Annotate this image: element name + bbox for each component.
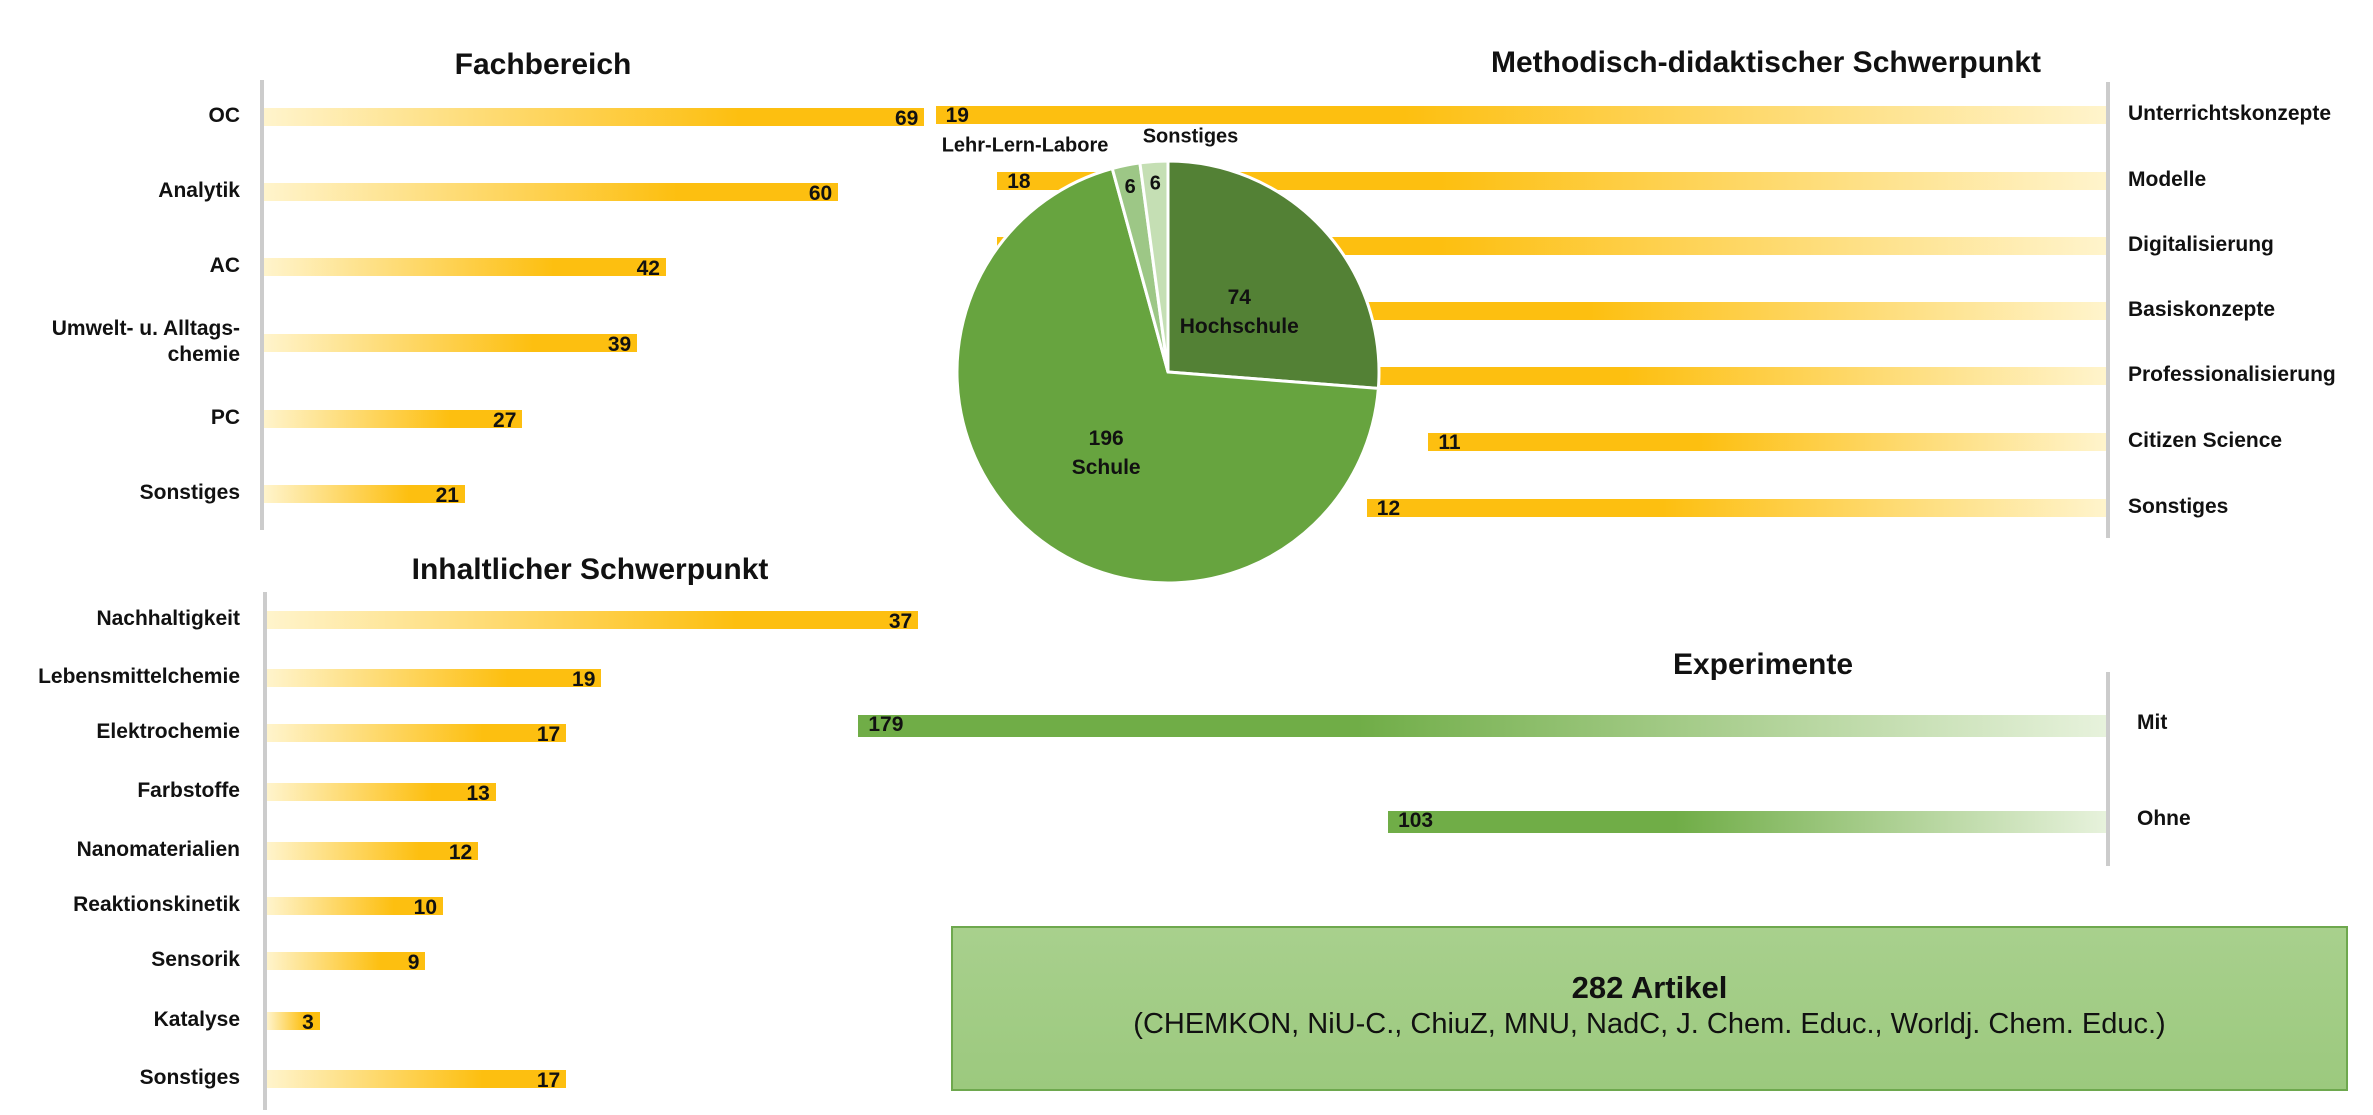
inhaltlicher-value-elektrochemie: 17	[536, 723, 561, 746]
fachbereich-value-pc: 27	[493, 409, 517, 432]
inhaltlicher-bar-lebensmittelchemie	[267, 669, 602, 687]
pie-label-lehr-lern-labore: Lehr-Lern-Labore	[942, 135, 1109, 157]
inhaltlicher-bar-elektrochemie	[267, 724, 567, 742]
pie-label-hochschule: Hochschule	[1180, 315, 1299, 338]
pie-label-sonstiges: Sonstiges	[1143, 126, 1239, 148]
inhaltlicher-bar-nanomaterialien	[267, 842, 479, 860]
experimente-value-ohne: 103	[1398, 809, 1434, 832]
methodisch-value-modelle: 18	[1007, 170, 1031, 193]
inhaltlicher-value-sonstiges: 17	[536, 1069, 561, 1092]
methodisch-label-modelle: Modelle	[2128, 168, 2207, 191]
fachbereich-label-oc: OC	[208, 104, 241, 127]
fachbereich-title: Fachbereich	[454, 48, 632, 81]
inhaltlicher-bar-farbstoffe	[267, 783, 496, 801]
inhaltlicher-bar-sensorik	[267, 952, 426, 970]
experimente-label-ohne: Ohne	[2137, 807, 2191, 830]
experimente-bar-mit	[858, 715, 2106, 737]
pie-slice-sonstiges	[1138, 159, 1170, 373]
inhaltlicher-bar-katalyse	[267, 1012, 320, 1030]
fachbereich-value-umwelt-u-alltags-chemie: 39	[607, 333, 632, 356]
inhaltlicher-value-lebensmittelchemie: 19	[572, 668, 596, 691]
inhaltlicher-bar-reaktionskinetik	[267, 897, 443, 915]
fachbereich-axis	[260, 80, 264, 530]
inhaltlicher-bar-nachhaltigkeit	[267, 611, 919, 629]
inhaltlicher-label-nanomaterialien: Nanomaterialien	[76, 838, 240, 861]
methodisch-value-unterrichtskonzepte: 19	[945, 104, 969, 127]
summary-box: 282 Artikel (CHEMKON, NiU-C., ChiuZ, MNU…	[951, 926, 2348, 1091]
inhaltlicher-label-reaktionskinetik: Reaktionskinetik	[73, 893, 240, 916]
fachbereich-value-sonstiges: 21	[435, 484, 459, 507]
fachbereich-value-ac: 42	[636, 257, 660, 280]
methodisch-label-sonstiges: Sonstiges	[2128, 495, 2229, 518]
experimente-axis	[2106, 672, 2110, 866]
methodisch-value-sonstiges: 12	[1376, 497, 1401, 520]
methodisch-label-basiskonzepte: Basiskonzepte	[2128, 298, 2276, 321]
inhaltlicher-label-sensorik: Sensorik	[151, 948, 240, 971]
methodisch-bar-professionalisierung	[1305, 367, 2106, 385]
inhaltlicher-label-katalyse: Katalyse	[153, 1008, 240, 1031]
fachbereich-value-analytik: 60	[808, 182, 833, 205]
methodisch-bar-citizen-science	[1428, 433, 2106, 451]
fachbereich-bar-analytik	[264, 183, 839, 201]
methodisch-label-unterrichtskonzepte: Unterrichtskonzepte	[2128, 102, 2332, 125]
methodisch-bar-modelle	[997, 172, 2106, 190]
fachbereich-bar-oc	[264, 108, 925, 126]
inhaltlicher-label-lebensmittelchemie: Lebensmittelchemie	[38, 665, 240, 688]
inhaltlicher-value-sensorik: 9	[407, 951, 420, 974]
experimente-bar-ohne	[1388, 811, 2106, 833]
journal-sources: (CHEMKON, NiU-C., ChiuZ, MNU, NadC, J. C…	[1133, 1008, 2166, 1040]
experimente-value-mit: 179	[868, 713, 904, 736]
pie-value-lehr-lern-labore: 6	[1125, 176, 1136, 198]
inhaltlicher-value-farbstoffe: 13	[466, 782, 490, 805]
fachbereich-label-umwelt-u-alltags-chemie: Umwelt- u. Alltags- chemie	[51, 317, 240, 366]
pie-value-sonstiges: 6	[1150, 173, 1161, 195]
experimente-title: Experimente	[1672, 648, 1854, 681]
methodisch-label-citizen-science: Citizen Science	[2128, 429, 2283, 452]
inhaltlicher-axis	[263, 592, 267, 1110]
pie-value-schule: 196	[1089, 427, 1124, 450]
methodisch-bar-unterrichtskonzepte	[935, 106, 2106, 124]
methodisch-label-professionalisierung: Professionalisierung	[2128, 363, 2336, 386]
pie-slice-hochschule	[1166, 159, 1381, 391]
fachbereich-label-sonstiges: Sonstiges	[139, 481, 240, 504]
pie-label-schule: Schule	[1072, 456, 1141, 479]
methodisch-label-digitalisierung: Digitalisierung	[2128, 233, 2274, 256]
fachbereich-bar-sonstiges	[264, 485, 465, 503]
fachbereich-bar-umwelt-u-alltags-chemie	[264, 334, 638, 352]
inhaltlicher-label-nachhaltigkeit: Nachhaltigkeit	[96, 607, 240, 630]
inhaltlicher-value-katalyse: 3	[302, 1011, 314, 1034]
methodisch-value-citizen-science: 11	[1438, 431, 1461, 454]
methodisch-axis	[2106, 82, 2110, 538]
methodisch-bar-basiskonzepte	[1243, 302, 2106, 320]
inhaltlicher-value-nachhaltigkeit: 37	[888, 610, 913, 633]
methodisch-bar-sonstiges	[1366, 499, 2106, 517]
pie-value-hochschule: 74	[1228, 286, 1252, 309]
fachbereich-label-analytik: Analytik	[158, 179, 240, 202]
fachbereich-bar-ac	[264, 258, 666, 276]
fachbereich-label-pc: PC	[210, 406, 240, 429]
fachbereich-label-ac: AC	[209, 254, 240, 277]
inhaltlicher-bar-sonstiges	[267, 1070, 567, 1088]
inhaltlicher-value-nanomaterialien: 12	[448, 841, 473, 864]
inhaltlicher-value-reaktionskinetik: 10	[413, 896, 437, 919]
inhaltlicher-title: Inhaltlicher Schwerpunkt	[411, 553, 769, 586]
inhaltlicher-label-farbstoffe: Farbstoffe	[137, 779, 240, 802]
inhaltlicher-label-sonstiges: Sonstiges	[139, 1066, 240, 1089]
experimente-label-mit: Mit	[2137, 711, 2168, 734]
article-count: 282 Artikel	[1571, 970, 1728, 1005]
fachbereich-value-oc: 69	[894, 107, 919, 130]
pie-slice-schule	[955, 166, 1380, 585]
inhaltlicher-label-elektrochemie: Elektrochemie	[96, 720, 240, 743]
fachbereich-bar-pc	[264, 410, 523, 428]
methodisch-title: Methodisch-didaktischer Schwerpunkt	[1490, 46, 2042, 79]
